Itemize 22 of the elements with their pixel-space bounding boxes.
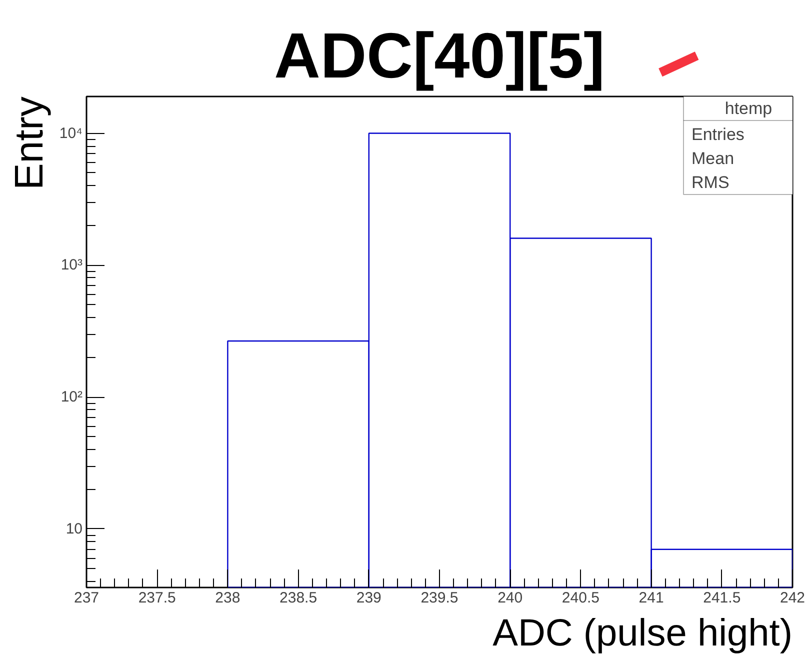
x-tick-label: 240 <box>498 590 523 606</box>
x-tick-label: 237.5 <box>138 590 176 606</box>
annotation: RMS <box>692 173 730 192</box>
x-tick-label: 239.5 <box>420 590 458 606</box>
x-tick-label: 241 <box>638 590 664 606</box>
y-tick-label: 10² <box>60 388 83 406</box>
x-axis-title: ADC (pulse hight) <box>492 612 793 654</box>
x-tick-label: 239 <box>356 590 382 606</box>
x-tick-label: 238 <box>215 590 240 606</box>
chart-title: ADC[40][5] <box>274 20 605 92</box>
x-tick-label: 241.5 <box>703 590 741 606</box>
annotation: Entries <box>692 125 744 144</box>
x-tick-label: 237 <box>74 590 100 606</box>
x-tick-label: 238.5 <box>280 590 318 606</box>
y-tick-label: 10⁴ <box>59 124 83 142</box>
y-axis-title: Entry <box>8 96 52 190</box>
y-tick-label: 10 <box>66 520 83 538</box>
y-tick-label: 10³ <box>60 256 83 274</box>
annotation: htemp <box>724 99 772 118</box>
x-tick-label: 242 <box>780 590 806 606</box>
x-tick-label: 240.5 <box>562 590 600 606</box>
annotation: Mean <box>692 149 734 168</box>
